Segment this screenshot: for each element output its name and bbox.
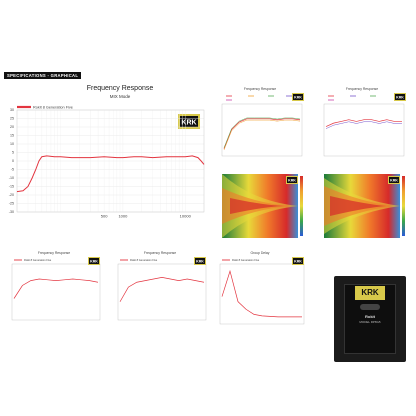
main-y-tick-label: -25 [9, 202, 14, 206]
main-y-tick-label: 20 [10, 125, 14, 129]
fr-top-left-series [223, 118, 301, 149]
fr-top-left-series-3 [223, 117, 301, 148]
main-plot-frame [16, 109, 205, 213]
fr-bottom-1-series [13, 278, 99, 299]
main-y-tick-label: -15 [9, 185, 14, 189]
fr-top-right-series-2 [325, 121, 402, 129]
main-x-tick-label: 1000 [118, 214, 128, 219]
fr-top-right-series [325, 119, 402, 127]
fr-bottom-2-series [119, 277, 205, 302]
svg-text:KRK: KRK [288, 179, 296, 183]
main-y-tick-label: 15 [10, 134, 14, 138]
fr-top-right-logo: KRK [394, 93, 406, 101]
svg-text:KRK: KRK [294, 260, 302, 264]
fr-top-right-title: Frequency Response [346, 87, 378, 91]
main-y-tick-label: -10 [9, 176, 14, 180]
main-chart-svg: Frequency Response MIX Mode Rokit 8 Gene… [9, 85, 205, 219]
main-y-tick-label: -20 [9, 193, 14, 197]
svg-text:KRK: KRK [90, 260, 98, 264]
fr-top-left-title: Frequency Response [244, 87, 276, 91]
fr-top-left-series-2 [223, 119, 301, 151]
fr-bottom-2-logo: KRK [194, 257, 206, 265]
main-y-tick-label: 5 [12, 151, 14, 155]
svg-text:KRK: KRK [396, 96, 404, 100]
main-legend-label: Rokit 8 Generation Five [33, 106, 73, 110]
main-logo-text: KRK [181, 120, 196, 127]
main-chart-title: Frequency Response [87, 85, 154, 92]
heatmap-1-colorbar [300, 176, 303, 236]
fr-chart-bottom-2: Frequency Response Rokit 8 Generation Fi… [108, 248, 212, 326]
main-y-tick-label: 25 [10, 117, 14, 121]
fr-bottom-2-title: Frequency Response [144, 251, 176, 255]
svg-text:KRK: KRK [196, 260, 204, 264]
fr-chart-top-right: Frequency Response KRK [314, 84, 412, 162]
main-logo: KRK [178, 114, 200, 129]
speaker-rear-panel-image: KRK Rokit MODEL RP8G5 [334, 276, 406, 362]
fr-top-right-legend-swatches [328, 95, 376, 101]
fr-bottom-1-legend: Rokit 8 Generation Five [24, 258, 52, 262]
main-chart-subtitle: MIX Mode [110, 94, 131, 99]
main-y-tick-label: 0 [12, 159, 14, 163]
heatmap-2-logo: KRK [388, 176, 400, 184]
fr-bottom-1-logo: KRK [88, 257, 100, 265]
main-y-tick-label: 10 [10, 142, 14, 146]
group-delay-chart: Group Delay Rokit 8 Generation Five KRK [210, 248, 310, 330]
main-series-line [16, 155, 205, 193]
fr-bottom-1-title: Frequency Response [38, 251, 70, 255]
speaker-logo: KRK [355, 286, 385, 300]
heatmap-chart-1: KRK [212, 166, 310, 246]
fr-chart-top-left: Frequency Response KRK [212, 84, 310, 162]
main-frequency-response-chart: Frequency Response MIX Mode Rokit 8 Gene… [0, 80, 210, 250]
heatmap-chart-2: KRK [314, 166, 412, 246]
main-x-tick-label: 500 [101, 214, 108, 219]
fr-chart-bottom-1: Frequency Response Rokit 8 Generation Fi… [2, 248, 106, 326]
group-delay-legend: Rokit 8 Generation Five [232, 258, 260, 262]
heatmap-1-logo: KRK [286, 176, 298, 184]
fr-top-left-logo: KRK [292, 93, 304, 101]
main-x-tick-label: 10000 [180, 214, 192, 219]
main-y-tick-label: 30 [10, 108, 14, 112]
heatmap-2-colorbar [402, 176, 405, 236]
specifications-banner: SPECIFICATIONS - GRAPHICAL [4, 72, 82, 79]
group-delay-title: Group Delay [250, 251, 269, 255]
main-y-tick-label: -5 [11, 168, 14, 172]
main-y-tick-label: -30 [9, 210, 14, 214]
fr-bottom-2-legend: Rokit 8 Generation Five [130, 258, 158, 262]
speaker-port [360, 304, 380, 310]
fr-top-left-legend-swatches [226, 95, 292, 101]
group-delay-logo: KRK [292, 257, 304, 265]
svg-text:KRK: KRK [294, 96, 302, 100]
speaker-model-line: MODEL RP8G5 [359, 320, 381, 324]
group-delay-series [221, 269, 302, 318]
svg-text:KRK: KRK [390, 179, 398, 183]
speaker-brand-line: Rokit [365, 314, 375, 319]
